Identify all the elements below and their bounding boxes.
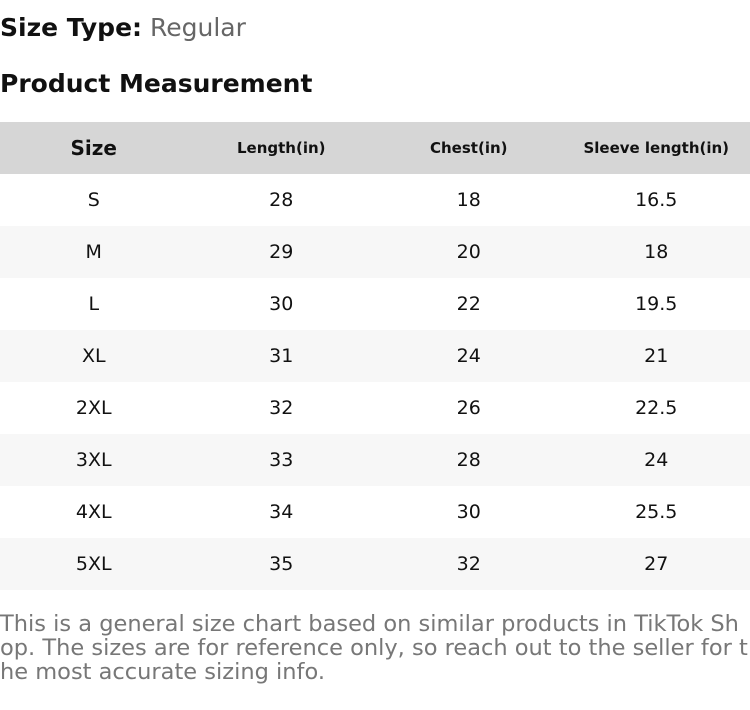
table-cell: 31 [269, 345, 294, 367]
table-cell: 5XL [75, 553, 112, 575]
note: This is a general size chart based on si… [0, 611, 748, 685]
table-row: 5XL 35 32 27 [0, 538, 750, 590]
section-title: Product Measurement [0, 69, 313, 98]
table-row: 3XL 33 28 24 [0, 434, 750, 486]
table-cell: 32 [269, 397, 294, 419]
size-type: Size Type: Regular [0, 12, 246, 44]
table-cell: 18 [456, 189, 481, 211]
column-header: Length(in) [236, 139, 326, 157]
table-cell: 28 [456, 449, 481, 471]
table-cell: 22.5 [635, 397, 678, 419]
table-cell: XL [81, 345, 106, 367]
table-cell: 29 [269, 241, 294, 263]
table-cell: M [85, 241, 102, 263]
column-header: Size [70, 136, 117, 160]
size-type-label: Size Type: [0, 13, 143, 42]
table-cell: 25.5 [635, 501, 678, 523]
column-header: Chest(in) [430, 139, 508, 157]
table-cell: 4XL [75, 501, 112, 523]
table-cell: 21 [644, 345, 669, 367]
table-cell: 19.5 [635, 293, 678, 315]
table-cell: 22 [456, 293, 481, 315]
table-cell: 3XL [75, 449, 112, 471]
table-cell: 32 [456, 553, 481, 575]
table-cell: 18 [644, 241, 669, 263]
table-cell: 30 [269, 293, 294, 315]
table-cell: 35 [269, 553, 294, 575]
table-cell: S [87, 189, 100, 211]
table-cell: 33 [269, 449, 294, 471]
table-head: Size Length(in) Chest(in) Sleeve length(in) [0, 122, 750, 174]
table-cell: 2XL [75, 397, 112, 419]
table-cell: 27 [644, 553, 669, 575]
table-cell: 30 [456, 501, 481, 523]
table-row: M 29 20 18 [0, 226, 750, 278]
table-row: 2XL 32 26 22.5 [0, 382, 750, 434]
table-cell: L [88, 293, 100, 315]
table-row: S 28 18 16.5 [0, 174, 750, 226]
table-cell: 24 [644, 449, 669, 471]
size-type-value: Regular [149, 13, 246, 42]
table-cell: 28 [269, 189, 294, 211]
header-row: Size Length(in) Chest(in) Sleeve length(in) [0, 122, 750, 174]
table-row: L 30 22 19.5 [0, 278, 750, 330]
table-cell: 34 [269, 501, 294, 523]
column-header: Sleeve length(in) [583, 139, 730, 157]
table-row: 4XL 34 30 25.5 [0, 486, 750, 538]
table-body: S 28 18 16.5 M 29 20 18 L 30 22 19.5 XL 31 24 21 2XL 32 26… [0, 174, 750, 590]
size-table: Size Length(in) Chest(in) Sleeve length(in)… [0, 122, 750, 590]
table-cell: 26 [456, 397, 481, 419]
table-row: XL 31 24 21 [0, 330, 750, 382]
table-cell: 24 [456, 345, 481, 367]
table-cell: 20 [456, 241, 481, 263]
table-cell: 16.5 [635, 189, 678, 211]
